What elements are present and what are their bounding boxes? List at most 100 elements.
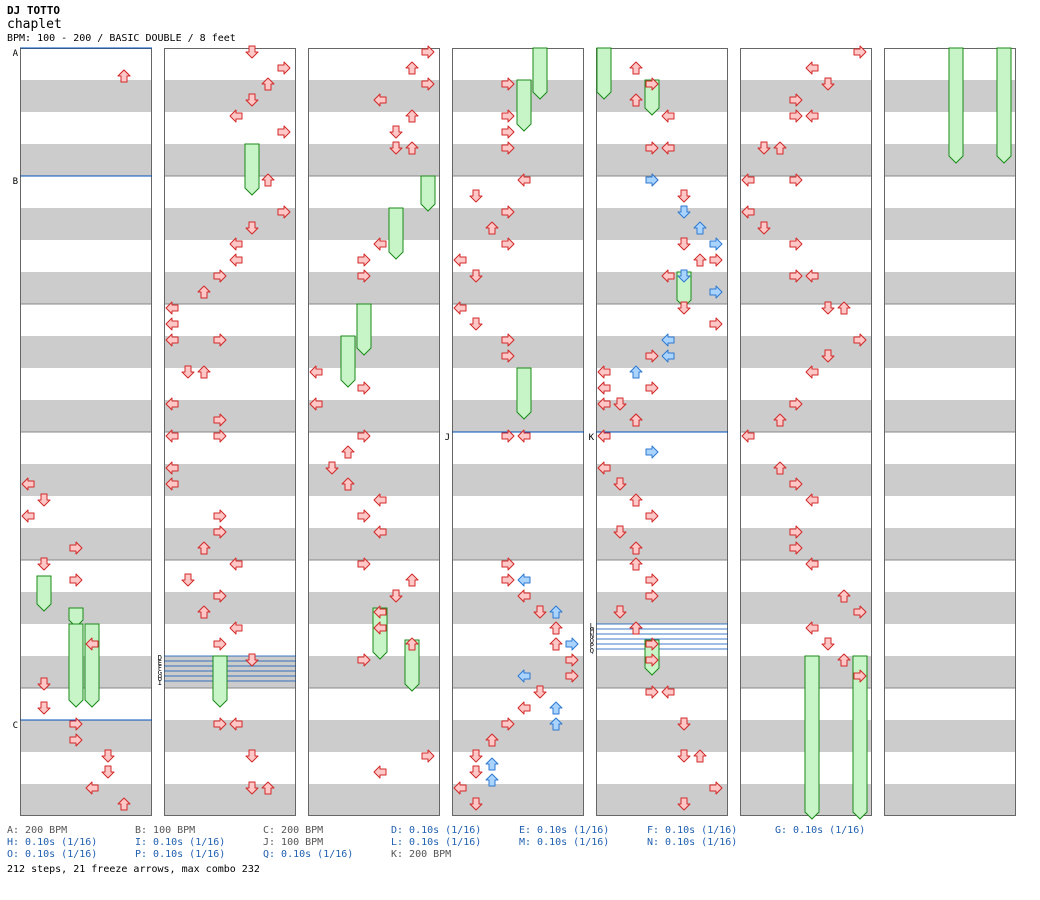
marker-label: Q [590, 647, 594, 655]
red-step-arrow [661, 269, 675, 283]
red-step-arrow [597, 429, 611, 443]
red-step-arrow [405, 573, 419, 587]
red-step-arrow [261, 173, 275, 187]
column-border [164, 48, 296, 816]
beat-stripe [740, 272, 872, 304]
red-step-arrow [101, 765, 115, 779]
red-step-arrow [69, 733, 83, 747]
beat-stripe [20, 80, 152, 112]
red-step-arrow [229, 557, 243, 571]
red-step-arrow [517, 173, 531, 187]
red-step-arrow [165, 317, 179, 331]
marker-label: O [590, 637, 594, 645]
red-step-arrow [789, 173, 803, 187]
legend-item: O: 0.10s (1/16) [7, 849, 98, 860]
beat-stripe [596, 208, 728, 240]
beat-stripe [20, 720, 152, 752]
red-step-arrow [357, 381, 371, 395]
legend-item: L: 0.10s (1/16) [391, 837, 482, 848]
red-step-arrow [469, 269, 483, 283]
beat-stripe [308, 80, 440, 112]
red-step-arrow [341, 477, 355, 491]
red-step-arrow [629, 93, 643, 107]
red-step-arrow [181, 573, 195, 587]
red-step-arrow [453, 301, 467, 315]
marker-label: B [13, 177, 18, 187]
red-step-arrow [517, 429, 531, 443]
beat-stripe [308, 400, 440, 432]
red-step-arrow [213, 333, 227, 347]
red-step-arrow [245, 221, 259, 235]
freeze-arrow [644, 79, 660, 116]
red-step-arrow [357, 557, 371, 571]
beat-stripe [884, 208, 1016, 240]
beat-stripe [452, 528, 584, 560]
red-step-arrow [613, 397, 627, 411]
red-step-arrow [613, 477, 627, 491]
red-step-arrow [629, 493, 643, 507]
marker-label: K [589, 433, 595, 443]
red-step-arrow [613, 525, 627, 539]
red-step-arrow [565, 653, 579, 667]
red-step-arrow [213, 717, 227, 731]
red-step-arrow [677, 189, 691, 203]
red-step-arrow [789, 237, 803, 251]
freeze-arrow [84, 623, 100, 708]
blue-step-arrow [549, 701, 563, 715]
red-step-arrow [645, 349, 659, 363]
freeze-arrow [532, 47, 548, 100]
chart-info: BPM: 100 - 200 / BASIC DOUBLE / 8 feet [7, 33, 236, 44]
blue-step-arrow [565, 637, 579, 651]
beat-stripe [20, 784, 152, 816]
red-step-arrow [245, 781, 259, 795]
freeze-arrow [356, 303, 372, 356]
red-step-arrow [645, 637, 659, 651]
beat-stripe [164, 144, 296, 176]
beat-stripe [596, 720, 728, 752]
red-step-arrow [789, 93, 803, 107]
red-step-arrow [821, 637, 835, 651]
red-step-arrow [213, 509, 227, 523]
red-step-arrow [453, 781, 467, 795]
red-step-arrow [773, 141, 787, 155]
red-step-arrow [261, 77, 275, 91]
red-step-arrow [229, 717, 243, 731]
red-step-arrow [405, 109, 419, 123]
beat-stripe [164, 208, 296, 240]
beat-stripe [308, 528, 440, 560]
beat-stripe [596, 784, 728, 816]
beat-stripe [596, 80, 728, 112]
red-step-arrow [165, 461, 179, 475]
freeze-arrow [340, 335, 356, 388]
freeze-arrow [596, 47, 612, 100]
blue-step-arrow [517, 669, 531, 683]
red-step-arrow [789, 109, 803, 123]
beat-stripe [20, 336, 152, 368]
marker-label: N [590, 632, 594, 640]
red-step-arrow [469, 189, 483, 203]
red-step-arrow [389, 141, 403, 155]
legend-item: C: 200 BPM [263, 825, 324, 836]
red-step-arrow [213, 413, 227, 427]
legend-item: G: 0.10s (1/16) [775, 825, 866, 836]
beat-stripe [164, 592, 296, 624]
red-step-arrow [533, 685, 547, 699]
beat-stripe [452, 784, 584, 816]
red-step-arrow [197, 605, 211, 619]
red-step-arrow [821, 77, 835, 91]
red-step-arrow [213, 525, 227, 539]
red-step-arrow [597, 461, 611, 475]
blue-step-arrow [645, 445, 659, 459]
blue-step-arrow [709, 285, 723, 299]
red-step-arrow [741, 205, 755, 219]
beat-stripe [884, 528, 1016, 560]
red-step-arrow [709, 781, 723, 795]
blue-step-arrow [645, 173, 659, 187]
blue-step-arrow [693, 221, 707, 235]
red-step-arrow [469, 765, 483, 779]
freeze-arrow [420, 175, 436, 212]
red-step-arrow [677, 237, 691, 251]
red-step-arrow [37, 701, 51, 715]
marker-label: A [13, 49, 19, 59]
red-step-arrow [421, 45, 435, 59]
